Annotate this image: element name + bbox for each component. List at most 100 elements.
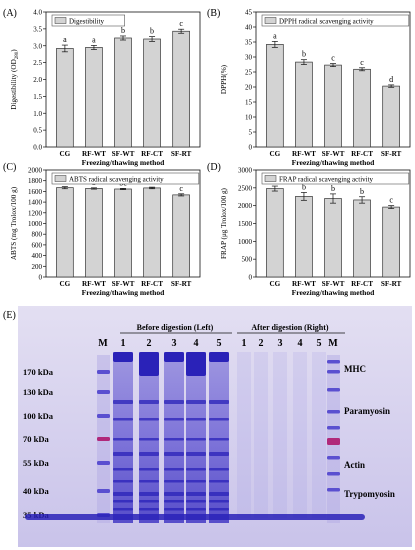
bar-chart-panels: (A) 0.0 0.5 1.0 1.5 2.0 2.5 3.0 3.5 4.0 a CG a RF-WT b… bbox=[3, 8, 411, 297]
protein-band bbox=[209, 500, 229, 503]
y-tick-label: 500 bbox=[242, 256, 253, 264]
x-axis-title: Freezing/thawing method bbox=[292, 158, 376, 167]
bar bbox=[56, 48, 74, 148]
protein-band bbox=[113, 508, 133, 511]
y-tick-label: 1600 bbox=[28, 188, 43, 196]
lane-number-before: 2 bbox=[147, 338, 152, 349]
lane-number-after: 4 bbox=[298, 338, 303, 349]
legend-label: DPPH radical scavenging activity bbox=[279, 17, 374, 25]
y-axis-title: FRAP (μg Trolox/100 g) bbox=[220, 187, 228, 258]
x-tick-label: SF-RT bbox=[381, 150, 402, 158]
protein-band bbox=[113, 418, 133, 421]
x-tick-label: SF-WT bbox=[112, 280, 135, 288]
protein-band bbox=[164, 492, 184, 496]
mw-label: 40 kDa bbox=[23, 486, 49, 496]
y-tick-label: 35 bbox=[245, 39, 253, 47]
x-tick-label: RF-WT bbox=[82, 280, 106, 288]
protein-band bbox=[186, 508, 206, 511]
protein-band bbox=[209, 468, 229, 471]
y-tick-label: 800 bbox=[32, 231, 43, 239]
protein-band bbox=[113, 400, 133, 404]
before-digestion-label: Before digestion (Left) bbox=[137, 323, 214, 332]
protein-band bbox=[139, 468, 159, 471]
protein-band bbox=[139, 508, 159, 511]
lane-number-before: 5 bbox=[217, 338, 222, 349]
y-tick-label: 2500 bbox=[238, 184, 253, 192]
digested-lane bbox=[254, 352, 268, 518]
bar bbox=[85, 188, 103, 278]
mw-label: 100 kDa bbox=[23, 411, 54, 421]
significance-letter: b bbox=[302, 182, 306, 191]
digested-lane bbox=[273, 352, 287, 518]
mw-label: 170 kDa bbox=[23, 367, 54, 377]
y-tick-label: 45 bbox=[245, 9, 253, 17]
marker-band bbox=[327, 438, 340, 445]
band-label: Paramyosin bbox=[344, 406, 390, 416]
significance-letter: b bbox=[150, 27, 154, 36]
protein-band bbox=[164, 452, 184, 456]
panel-label: (B) bbox=[207, 8, 220, 19]
significance-letter: d bbox=[389, 75, 393, 84]
bar bbox=[324, 198, 342, 278]
x-tick-label: RF-WT bbox=[82, 150, 106, 158]
bar bbox=[56, 187, 74, 278]
protein-band bbox=[186, 500, 206, 503]
protein-band bbox=[113, 480, 133, 483]
significance-letter: c bbox=[179, 184, 183, 193]
x-tick-label: SF-WT bbox=[112, 150, 135, 158]
legend-swatch bbox=[54, 175, 67, 182]
legend-swatch bbox=[264, 175, 277, 182]
mhc-band bbox=[186, 352, 206, 376]
protein-band bbox=[186, 492, 206, 496]
sample-lane bbox=[186, 352, 206, 523]
bar bbox=[353, 68, 371, 148]
x-axis-title: Freezing/thawing method bbox=[82, 288, 166, 297]
y-tick-label: 1.0 bbox=[33, 110, 42, 118]
sample-lane bbox=[209, 352, 229, 523]
protein-band bbox=[113, 500, 133, 503]
y-tick-label: 10 bbox=[245, 114, 253, 122]
y-tick-label: 400 bbox=[32, 252, 43, 260]
protein-band bbox=[186, 400, 206, 404]
y-tick-label: 600 bbox=[32, 241, 43, 249]
marker-band bbox=[327, 426, 340, 430]
protein-band bbox=[139, 418, 159, 421]
significance-letter: b bbox=[360, 187, 364, 196]
y-tick-label: 40 bbox=[245, 24, 253, 32]
x-tick-label: CG bbox=[269, 280, 280, 288]
y-tick-label: 1000 bbox=[28, 220, 43, 228]
protein-band bbox=[139, 400, 159, 404]
y-tick-label: 1200 bbox=[28, 209, 43, 217]
bar bbox=[85, 47, 103, 148]
panel-label: (D) bbox=[207, 162, 221, 173]
y-axis-title-subscript: 280 bbox=[15, 51, 20, 59]
sample-lane bbox=[139, 352, 159, 523]
lane-number-after: 3 bbox=[278, 338, 283, 349]
chart-panel-3: (C) 0 200 400 600 800 1000 1200 1400 1600 1800 2000… bbox=[3, 162, 201, 297]
legend-box bbox=[51, 172, 200, 185]
mhc-band bbox=[113, 352, 133, 362]
marker-band bbox=[327, 370, 340, 374]
band-label: MHC bbox=[344, 364, 366, 374]
y-tick-label: 4.0 bbox=[33, 9, 42, 17]
digested-lane bbox=[312, 352, 326, 518]
band-label: Trypomyosin bbox=[344, 489, 395, 499]
significance-letter: a bbox=[63, 35, 67, 44]
protein-band bbox=[186, 418, 206, 421]
significance-letter: c bbox=[179, 19, 183, 28]
x-tick-label: SF-RT bbox=[171, 150, 192, 158]
bar bbox=[382, 85, 400, 148]
mw-label: 70 kDa bbox=[23, 434, 49, 444]
marker-band bbox=[327, 488, 340, 492]
y-tick-label: 200 bbox=[32, 263, 43, 271]
marker-band bbox=[327, 360, 340, 364]
chart-panel-2: (B) 0 5 10 15 20 25 30 35 40 45 a CG b RF-WT c SF-WT c RF-… bbox=[207, 8, 411, 167]
marker-band bbox=[97, 489, 110, 493]
y-tick-label: 1500 bbox=[238, 220, 253, 228]
protein-band bbox=[164, 438, 184, 441]
lane-number-before: 1 bbox=[121, 338, 126, 349]
x-tick-label: CG bbox=[59, 150, 70, 158]
y-tick-label: 0.0 bbox=[33, 144, 42, 152]
x-tick-label: RF-CT bbox=[351, 150, 373, 158]
band-label: Actin bbox=[344, 460, 365, 470]
